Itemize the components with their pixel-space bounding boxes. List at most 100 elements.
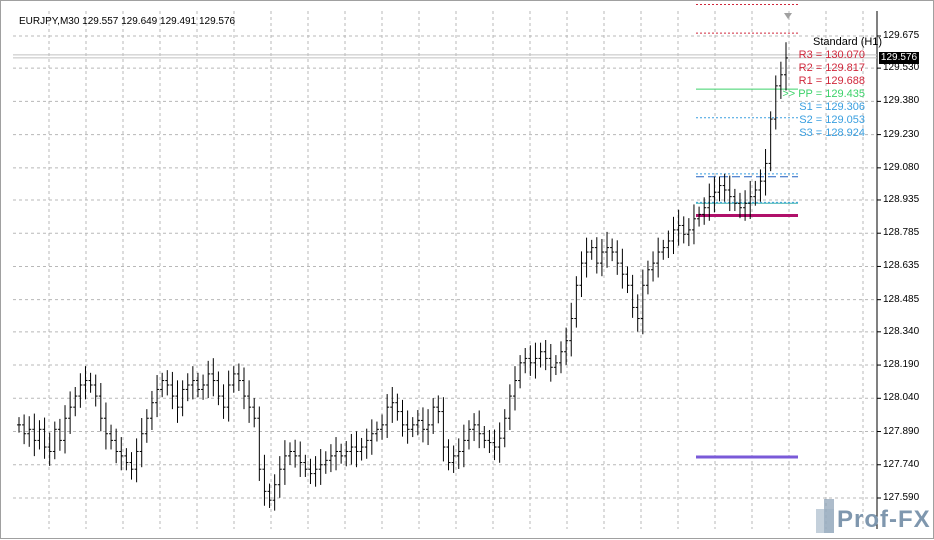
ohlc-bar — [431, 398, 436, 434]
ohlc-bar — [559, 341, 564, 374]
y-tick-label: 127.890 — [883, 425, 920, 437]
ohlc-bar — [625, 266, 630, 294]
pivot-label: R2 = 129.817 — [798, 62, 865, 74]
ohlc-bar — [83, 366, 88, 400]
ohlc-bar — [426, 409, 431, 446]
ohlc-bar — [354, 431, 359, 468]
ohlc-bar — [538, 342, 543, 368]
ohlc-bar — [712, 176, 717, 213]
ohlc-bar — [507, 384, 512, 430]
ohlc-bar — [553, 355, 558, 376]
ohlc-bar — [221, 384, 226, 419]
ohlc-bar — [630, 274, 635, 318]
ohlc-bar — [472, 413, 477, 442]
ohlc-bar — [528, 345, 533, 376]
ohlc-bar — [737, 192, 742, 219]
ohlc-bar — [584, 237, 589, 278]
ohlc-bar — [681, 216, 686, 244]
ohlc-bar — [277, 456, 282, 498]
pivot-label: S3 = 128.924 — [799, 127, 865, 139]
ohlc-bar — [313, 456, 318, 487]
ohlc-bar — [666, 230, 671, 259]
pivot-lines — [13, 4, 877, 459]
ohlc-bar — [78, 373, 83, 408]
ohlc-bar — [502, 409, 507, 448]
ohlc-bar — [523, 347, 528, 374]
ohlc-bar — [293, 439, 298, 468]
ohlc-bar — [27, 416, 32, 447]
ohlc-bar — [610, 238, 615, 262]
ohlc-bar — [175, 380, 180, 423]
ohlc-bar — [344, 441, 349, 467]
ohlc-bar — [380, 414, 385, 440]
ohlc-bar — [103, 402, 108, 450]
ohlc-bar — [22, 414, 27, 445]
ohlc-bar — [247, 380, 252, 423]
ohlc-bar — [47, 432, 52, 466]
ohlc-bar — [436, 395, 441, 424]
pivot-label: R3 = 130.070 — [798, 49, 865, 61]
ohlc-bar — [149, 390, 154, 430]
ohlc-bar — [395, 393, 400, 421]
ohlc-bar — [569, 302, 574, 357]
ohlc-bar — [635, 294, 640, 332]
ohlc-bar — [323, 451, 328, 474]
ohlc-bar — [262, 454, 267, 506]
ohlc-bar — [400, 399, 405, 437]
ohlc-bar — [139, 418, 144, 468]
ohlc-bar — [441, 397, 446, 462]
ohlc-bar — [98, 382, 103, 432]
ohlc-bar — [518, 355, 523, 389]
ohlc-bar — [160, 372, 165, 398]
ohlc-bar — [364, 428, 369, 459]
ohlc-bar — [272, 474, 277, 511]
ohlc-bar — [303, 454, 308, 477]
ohlc-bar — [109, 424, 114, 450]
ohlc-bar — [548, 344, 553, 382]
y-tick-label: 128.935 — [883, 193, 920, 205]
ohlc-bar — [170, 371, 175, 410]
ohlc-bar — [385, 394, 390, 438]
ohlc-bar — [763, 149, 768, 196]
ohlc-bar — [318, 449, 323, 485]
y-tick-label: 129.380 — [883, 95, 920, 107]
y-tick-label: 128.485 — [883, 293, 920, 305]
ohlc-bar — [727, 175, 732, 212]
y-tick-label: 129.080 — [883, 161, 920, 173]
ohlc-bar — [369, 419, 374, 455]
ohlc-bar — [533, 342, 538, 379]
ohlc-bar — [73, 386, 78, 417]
pivot-label: S2 = 129.053 — [799, 114, 865, 126]
ohlc-bar — [349, 433, 354, 465]
ohlc-bar — [768, 111, 773, 172]
ohlc-bar — [661, 239, 666, 260]
ohlc-bar — [415, 410, 420, 436]
ohlc-bar — [231, 366, 236, 393]
ohlc-bar — [252, 398, 257, 428]
ohlc-bar — [42, 417, 47, 459]
ohlc-bar — [651, 251, 656, 282]
ohlc-bar — [477, 410, 482, 449]
ohlc-bar — [778, 61, 783, 99]
ohlc-bar — [180, 380, 185, 417]
ohlc-bar — [543, 340, 548, 371]
ohlc-bar — [707, 183, 712, 221]
ohlc-bar — [697, 206, 702, 227]
ohlc-bar — [702, 197, 707, 225]
ohlc-bar — [451, 445, 456, 473]
ohlc-bar — [492, 429, 497, 461]
ohlc-bar — [201, 374, 206, 400]
ohlc-bar — [773, 75, 778, 130]
ohlc-bar — [446, 439, 451, 471]
ohlc-bar — [594, 237, 599, 274]
ohlc-bar — [691, 204, 696, 245]
ohlc-bar — [190, 366, 195, 400]
ohlc-bar — [257, 406, 262, 481]
y-tick-label: 128.635 — [883, 260, 920, 272]
ohlc-bar — [753, 180, 758, 206]
y-tick-label: 128.040 — [883, 392, 920, 404]
ohlc-bar — [420, 407, 425, 443]
ohlc-bar — [456, 438, 461, 469]
ohlc-bar — [282, 440, 287, 485]
